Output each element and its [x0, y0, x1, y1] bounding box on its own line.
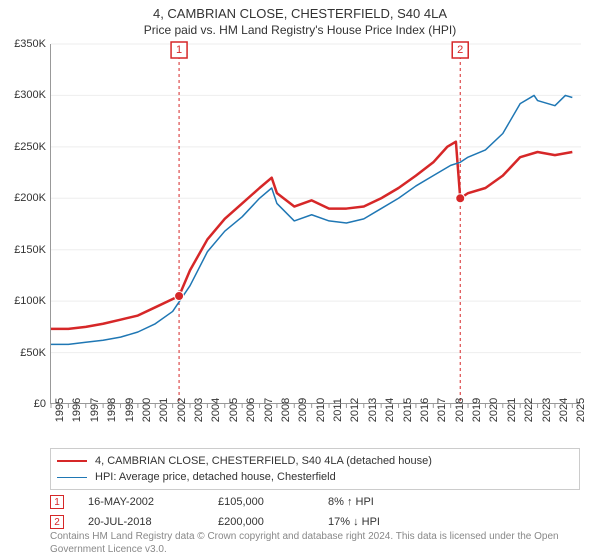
- y-tick-label: £50K: [2, 347, 46, 359]
- x-tick-label: 2025: [575, 398, 587, 422]
- svg-text:1: 1: [176, 44, 182, 56]
- x-tick-label: 2024: [558, 398, 570, 422]
- x-tick-label: 2019: [471, 398, 483, 422]
- x-tick-label: 1996: [71, 398, 83, 422]
- x-tick-label: 2017: [436, 398, 448, 422]
- y-tick-label: £250K: [2, 141, 46, 153]
- x-tick-label: 2011: [332, 398, 344, 422]
- event-price: £105,000: [218, 496, 328, 508]
- y-tick-label: £150K: [2, 244, 46, 256]
- event-delta: 8% ↑ HPI: [328, 496, 374, 508]
- chart-container: { "title": "4, CAMBRIAN CLOSE, CHESTERFI…: [0, 0, 600, 560]
- y-tick-label: £300K: [2, 89, 46, 101]
- x-tick-label: 1999: [124, 398, 136, 422]
- x-tick-label: 2002: [176, 398, 188, 422]
- event-delta: 17% ↓ HPI: [328, 516, 380, 528]
- x-tick-label: 2021: [506, 398, 518, 422]
- event-point: [175, 292, 184, 301]
- y-tick-label: £350K: [2, 38, 46, 50]
- x-tick-label: 2010: [315, 398, 327, 422]
- x-tick-label: 2004: [210, 398, 222, 422]
- x-tick-label: 2000: [141, 398, 153, 422]
- x-tick-label: 2001: [158, 398, 170, 422]
- event-marker-box: 1: [50, 495, 64, 509]
- event-date: 16-MAY-2002: [88, 496, 218, 508]
- x-tick-label: 2006: [245, 398, 257, 422]
- series-line: [51, 95, 572, 344]
- x-tick-label: 2005: [228, 398, 240, 422]
- event-price: £200,000: [218, 516, 328, 528]
- chart-title: 4, CAMBRIAN CLOSE, CHESTERFIELD, S40 4LA: [0, 0, 600, 21]
- legend-row: 4, CAMBRIAN CLOSE, CHESTERFIELD, S40 4LA…: [57, 453, 573, 469]
- event-row: 1 16-MAY-2002£105,0008% ↑ HPI: [50, 494, 580, 510]
- x-tick-label: 2014: [384, 398, 396, 422]
- x-tick-label: 2023: [541, 398, 553, 422]
- legend-swatch: [57, 460, 87, 462]
- legend-label: HPI: Average price, detached house, Ches…: [95, 471, 336, 483]
- legend-label: 4, CAMBRIAN CLOSE, CHESTERFIELD, S40 4LA…: [95, 455, 432, 467]
- x-tick-label: 2009: [297, 398, 309, 422]
- y-tick-label: £100K: [2, 295, 46, 307]
- chart-legend: 4, CAMBRIAN CLOSE, CHESTERFIELD, S40 4LA…: [50, 448, 580, 490]
- x-tick-label: 2016: [419, 398, 431, 422]
- event-point: [456, 194, 465, 203]
- x-tick-label: 1997: [89, 398, 101, 422]
- x-tick-label: 2020: [488, 398, 500, 422]
- legend-row: HPI: Average price, detached house, Ches…: [57, 469, 573, 485]
- y-tick-label: £0: [2, 398, 46, 410]
- chart-subtitle: Price paid vs. HM Land Registry's House …: [0, 21, 600, 37]
- x-tick-label: 2008: [280, 398, 292, 422]
- x-tick-label: 2015: [402, 398, 414, 422]
- y-tick-label: £200K: [2, 192, 46, 204]
- event-date: 20-JUL-2018: [88, 516, 218, 528]
- x-tick-label: 2007: [263, 398, 275, 422]
- x-tick-label: 2013: [367, 398, 379, 422]
- chart-plot-area: 12: [50, 44, 580, 404]
- x-tick-label: 1995: [54, 398, 66, 422]
- x-tick-label: 2012: [349, 398, 361, 422]
- x-tick-label: 2003: [193, 398, 205, 422]
- plot-svg: 12: [51, 44, 580, 403]
- x-tick-label: 2018: [454, 398, 466, 422]
- x-tick-label: 1998: [106, 398, 118, 422]
- x-tick-label: 2022: [523, 398, 535, 422]
- event-row: 2 20-JUL-2018£200,00017% ↓ HPI: [50, 514, 580, 530]
- svg-text:2: 2: [457, 44, 463, 56]
- event-marker-box: 2: [50, 515, 64, 529]
- legend-swatch: [57, 477, 87, 478]
- copyright-text: Contains HM Land Registry data © Crown c…: [50, 531, 580, 556]
